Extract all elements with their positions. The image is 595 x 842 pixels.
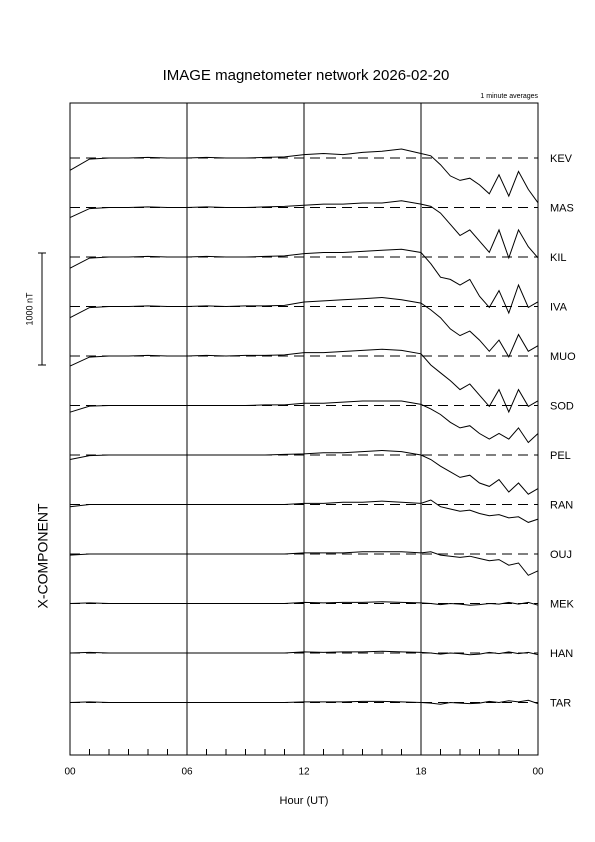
station-label: MEK xyxy=(550,598,575,610)
station-label: TAR xyxy=(550,697,571,709)
station-label: KEV xyxy=(550,153,573,165)
x-tick-label: 00 xyxy=(64,767,76,778)
trace xyxy=(69,601,539,606)
station-label: OUJ xyxy=(550,549,572,561)
trace xyxy=(69,248,539,315)
component-label: X-COMPONENT xyxy=(35,503,51,608)
station-label: RAN xyxy=(550,499,573,511)
x-axis-label: Hour (UT) xyxy=(280,795,329,807)
chart-subtitle: 1 minute averages xyxy=(480,93,538,100)
station-label: IVA xyxy=(550,301,568,313)
trace xyxy=(69,148,539,204)
trace xyxy=(69,200,539,260)
trace xyxy=(69,400,539,444)
trace xyxy=(69,449,539,495)
scale-bar-label: 1000 nT xyxy=(24,292,34,326)
chart-title: IMAGE magnetometer network 2026-02-20 xyxy=(163,67,450,84)
trace xyxy=(69,551,539,576)
trace xyxy=(69,699,539,705)
station-label: KIL xyxy=(550,252,567,264)
x-tick-label: 12 xyxy=(298,767,310,778)
scale-bar xyxy=(38,252,46,366)
station-label: SOD xyxy=(550,400,574,412)
station-label: MUO xyxy=(550,351,576,363)
trace xyxy=(69,650,539,656)
x-tick-label: 06 xyxy=(181,767,193,778)
x-tick-label: 18 xyxy=(415,767,427,778)
trace xyxy=(69,348,539,414)
trace xyxy=(69,296,539,359)
station-label: PEL xyxy=(550,450,571,462)
station-label: HAN xyxy=(550,648,573,660)
trace xyxy=(69,499,539,523)
station-label: MAS xyxy=(550,202,574,214)
x-tick-label: 00 xyxy=(532,767,544,778)
